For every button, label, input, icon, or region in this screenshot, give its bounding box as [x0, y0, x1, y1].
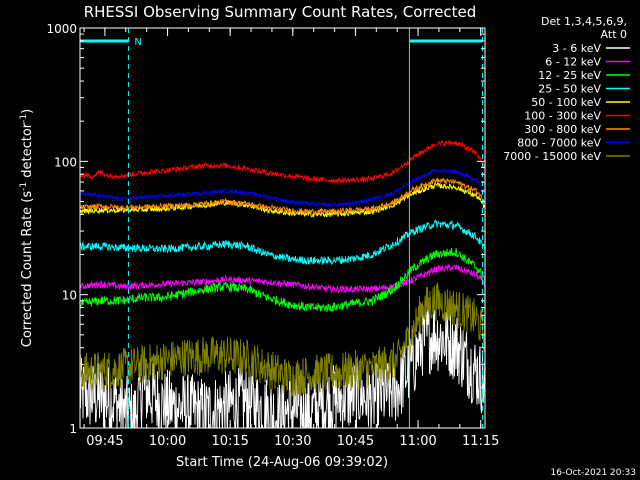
x-tick-label: 09:45 [86, 434, 123, 449]
legend-entry-label: 800 - 7000 keV [517, 137, 601, 150]
legend-entry-label: 7000 - 15000 keV [503, 150, 601, 163]
marker-bar-label: N [134, 37, 141, 48]
y-tick-label: 1000 [46, 22, 77, 36]
legend-entry-label: 12 - 25 keV [538, 69, 601, 82]
series-line [80, 282, 485, 397]
x-axis-label: Start Time (24-Aug-06 09:39:02) [176, 455, 388, 470]
plot-frame [79, 27, 486, 429]
legend-entry-label: 6 - 12 keV [545, 56, 601, 69]
x-tick-label: 11:15 [462, 434, 499, 449]
y-tick-label: 1 [69, 422, 77, 436]
series-line [80, 177, 485, 215]
series-line [80, 306, 485, 428]
x-tick-label: 11:00 [399, 434, 436, 449]
legend-entry-label: 50 - 100 keV [531, 96, 601, 109]
legend-entry-label: 25 - 50 keV [538, 83, 601, 96]
legend-entry-label: 100 - 300 keV [524, 110, 601, 123]
series-line [80, 139, 485, 185]
y-tick-label: 100 [54, 155, 77, 169]
legend-entry-label: 3 - 6 keV [552, 42, 601, 55]
series-line [80, 168, 485, 209]
x-tick-label: 10:15 [211, 434, 248, 449]
y-tick-label: 10 [62, 289, 77, 303]
x-tick-label: 10:00 [149, 434, 186, 449]
legend-header-2: Att 0 [601, 28, 627, 41]
series-line [80, 263, 485, 294]
chart-title: RHESSI Observing Summary Count Rates, Co… [84, 3, 477, 21]
y-axis-label: Corrected Count Rate (s-1 detector-1) [19, 109, 35, 347]
legend-header-1: Det 1,3,4,5,6,9, [541, 15, 627, 28]
footer-timestamp: 16-Oct-2021 20:33 [551, 468, 636, 478]
legend-entry-label: 300 - 800 keV [524, 123, 601, 136]
x-tick-label: 10:30 [274, 434, 311, 449]
series-line [80, 247, 485, 313]
x-tick-label: 10:45 [337, 434, 374, 449]
series-line [80, 219, 485, 266]
